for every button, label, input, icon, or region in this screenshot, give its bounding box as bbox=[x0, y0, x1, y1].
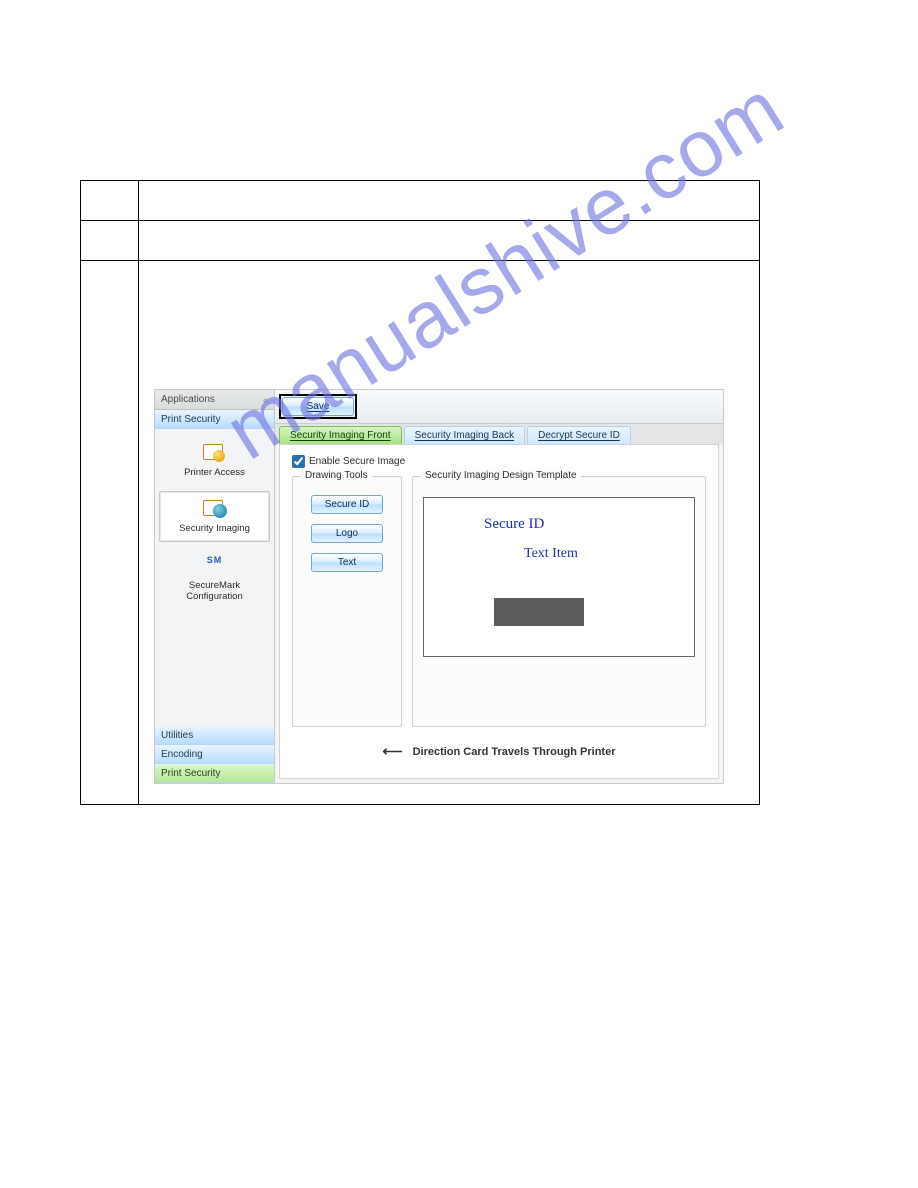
direction-row: ⟵ Direction Card Travels Through Printer bbox=[292, 735, 706, 768]
enable-secure-image-checkbox[interactable] bbox=[292, 455, 305, 468]
sidebar-group-print-security[interactable]: Print Security bbox=[155, 764, 274, 783]
frame-row-3: Applications « Print Security Printer Ac… bbox=[81, 261, 759, 804]
tab-security-imaging-front[interactable]: Security Imaging Front bbox=[279, 426, 402, 444]
sidebar-header-label: Applications bbox=[161, 394, 215, 405]
drawing-tools-group: Drawing Tools Secure IDLogoText bbox=[292, 476, 402, 727]
frame-row-1 bbox=[81, 181, 759, 221]
sidebar-body: Printer Access Security Imaging SM SecureMa… bbox=[155, 429, 274, 726]
canvas-logo-rect[interactable] bbox=[494, 598, 584, 626]
sidebar-header: Applications « bbox=[155, 390, 274, 410]
arrow-left-icon: ⟵ bbox=[382, 743, 402, 760]
frame-cell bbox=[81, 221, 139, 260]
sidebar-item-label: Security Imaging bbox=[162, 523, 267, 534]
frame-cell bbox=[81, 261, 139, 804]
sm-badge: SM bbox=[201, 555, 229, 566]
sidebar-item-security-imaging[interactable]: Security Imaging bbox=[159, 491, 270, 541]
canvas-textitem-text[interactable]: Text Item bbox=[524, 546, 578, 562]
save-button-highlight: Save bbox=[279, 394, 357, 419]
sidebar: Applications « Print Security Printer Ac… bbox=[155, 390, 275, 783]
design-canvas[interactable]: Secure ID Text Item bbox=[423, 497, 695, 657]
sidebar-item-printer-access[interactable]: Printer Access bbox=[159, 435, 270, 485]
sidebar-group-encoding[interactable]: Encoding bbox=[155, 745, 274, 764]
sidebar-item-label: SecureMark Configuration bbox=[162, 580, 267, 603]
printer-icon bbox=[201, 442, 229, 464]
sidebar-item-label: Printer Access bbox=[162, 467, 267, 478]
drawing-tools-legend: Drawing Tools bbox=[301, 470, 372, 481]
panel-columns: Drawing Tools Secure IDLogoText Security… bbox=[292, 476, 706, 727]
enable-secure-image-label: Enable Secure Image bbox=[309, 456, 405, 467]
text-button[interactable]: Text bbox=[311, 553, 383, 572]
tab-strip: Security Imaging FrontSecurity Imaging B… bbox=[275, 424, 723, 444]
frame-cell bbox=[81, 181, 139, 220]
design-template-group: Security Imaging Design Template Secure … bbox=[412, 476, 706, 727]
direction-label: Direction Card Travels Through Printer bbox=[413, 746, 616, 758]
tab-security-imaging-back[interactable]: Security Imaging Back bbox=[404, 426, 526, 444]
frame-cell-screenshot: Applications « Print Security Printer Ac… bbox=[139, 261, 759, 804]
logo-button[interactable]: Logo bbox=[311, 524, 383, 543]
tool-button-list: Secure ID Logo Text bbox=[311, 495, 383, 572]
design-template-legend: Security Imaging Design Template bbox=[421, 470, 581, 481]
save-button[interactable]: Save bbox=[282, 397, 354, 416]
secure-id-button[interactable]: Secure ID bbox=[311, 495, 383, 514]
tab-decrypt-secure-id[interactable]: Decrypt Secure ID bbox=[527, 426, 631, 444]
document-frame: Applications « Print Security Printer Ac… bbox=[80, 180, 760, 805]
app-window: Applications « Print Security Printer Ac… bbox=[154, 389, 724, 784]
sidebar-group-utilities[interactable]: Utilities bbox=[155, 726, 274, 745]
canvas-secureid-text[interactable]: Secure ID bbox=[484, 516, 544, 533]
collapse-icon[interactable]: « bbox=[263, 395, 268, 405]
sidebar-bottom-groups: UtilitiesEncodingPrint Security bbox=[155, 726, 274, 783]
toolbar: Save bbox=[275, 390, 723, 424]
imaging-icon bbox=[201, 498, 229, 520]
enable-secure-image-row[interactable]: Enable Secure Image bbox=[292, 455, 706, 468]
main-panel: Save Security Imaging FrontSecurity Imag… bbox=[275, 390, 723, 783]
tab-panel: Enable Secure Image Drawing Tools Secure… bbox=[279, 444, 719, 779]
mark-icon: SM bbox=[201, 555, 229, 577]
sidebar-item-securemark-configuration[interactable]: SM SecureMark Configuration bbox=[159, 548, 270, 610]
frame-row-2 bbox=[81, 221, 759, 261]
sidebar-group-print-security[interactable]: Print Security bbox=[155, 410, 274, 429]
